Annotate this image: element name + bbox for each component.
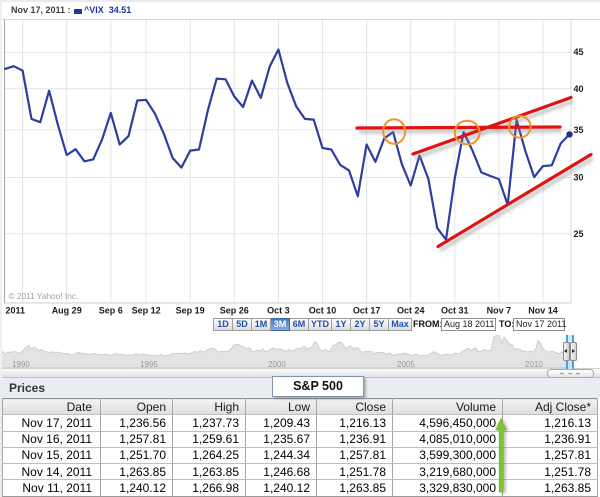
svg-text:Oct 31: Oct 31 — [441, 306, 469, 316]
svg-text:2011: 2011 — [6, 306, 26, 316]
svg-text:35: 35 — [574, 125, 584, 135]
svg-text:40: 40 — [574, 84, 584, 94]
svg-text:25: 25 — [574, 229, 584, 239]
svg-text:Sep 12: Sep 12 — [132, 306, 161, 316]
svg-text:Nov 7: Nov 7 — [487, 306, 512, 316]
svg-text:Oct 24: Oct 24 — [397, 306, 425, 316]
svg-text:45: 45 — [574, 47, 584, 57]
svg-text:Aug 29: Aug 29 — [52, 306, 82, 316]
svg-text:Sep 6: Sep 6 — [99, 306, 123, 316]
svg-text:Oct 17: Oct 17 — [353, 306, 381, 316]
svg-text:Oct 10: Oct 10 — [309, 306, 337, 316]
svg-text:Oct 3: Oct 3 — [267, 306, 290, 316]
svg-text:Sep 26: Sep 26 — [220, 306, 249, 316]
svg-text:30: 30 — [574, 173, 584, 183]
svg-text:Nov 14: Nov 14 — [528, 306, 558, 316]
svg-text:Sep 19: Sep 19 — [176, 306, 205, 316]
